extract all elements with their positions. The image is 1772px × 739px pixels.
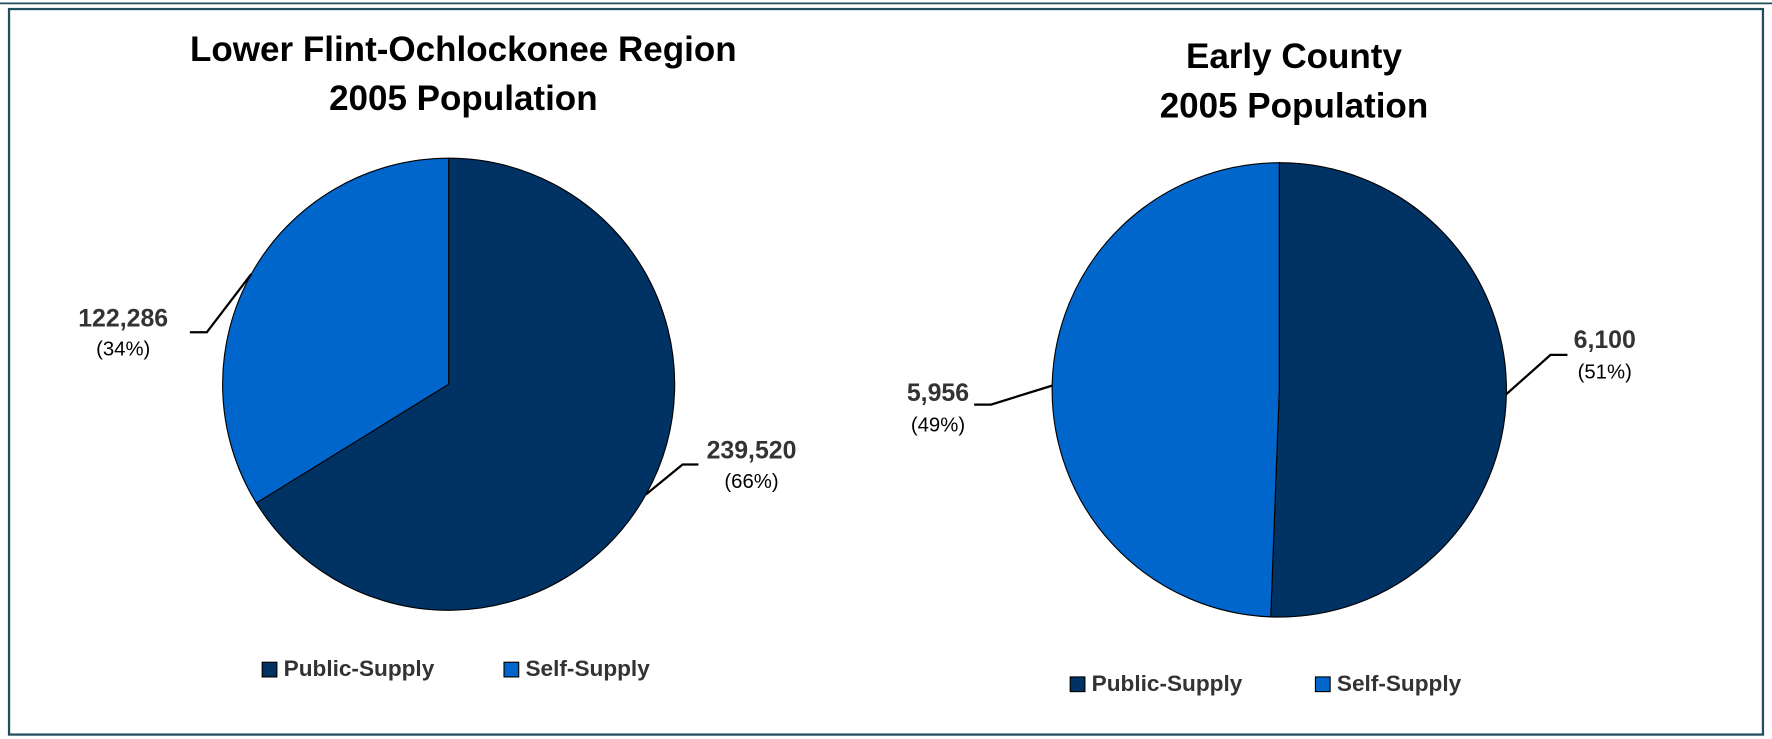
legend-label: Self-Supply — [525, 656, 650, 681]
legend-label: Public-Supply — [1092, 671, 1243, 696]
chart-title: Lower Flint-Ochlockonee Region — [190, 30, 737, 69]
leader-line — [1505, 353, 1568, 395]
value-label: 122,286 — [78, 304, 168, 332]
legend-swatch — [503, 661, 520, 678]
pie-slice — [1051, 162, 1280, 618]
chart-title: Early County — [1186, 37, 1403, 76]
pie-slice — [255, 157, 676, 611]
value-label: 239,520 — [707, 437, 797, 465]
legend-swatch — [1069, 676, 1086, 693]
chart-title: 2005 Population — [329, 79, 598, 118]
frame — [7, 7, 1765, 736]
pie-slice — [222, 157, 450, 504]
percent-label: (66%) — [724, 471, 778, 493]
percent-label: (34%) — [96, 339, 150, 361]
legend-swatch — [261, 661, 278, 678]
leader-line — [645, 463, 699, 496]
chart-title: 2005 Population — [1160, 87, 1429, 126]
leader-line — [189, 273, 253, 334]
percent-label: (49%) — [911, 414, 965, 436]
pie-slice — [1270, 162, 1507, 618]
legend-label: Self-Supply — [1337, 671, 1462, 696]
legend-label: Public-Supply — [284, 656, 435, 681]
percent-label: (51%) — [1578, 361, 1632, 383]
value-label: 5,956 — [907, 379, 969, 407]
value-label: 6,100 — [1574, 326, 1636, 354]
leader-line — [974, 384, 1053, 406]
legend-swatch — [1314, 676, 1331, 693]
